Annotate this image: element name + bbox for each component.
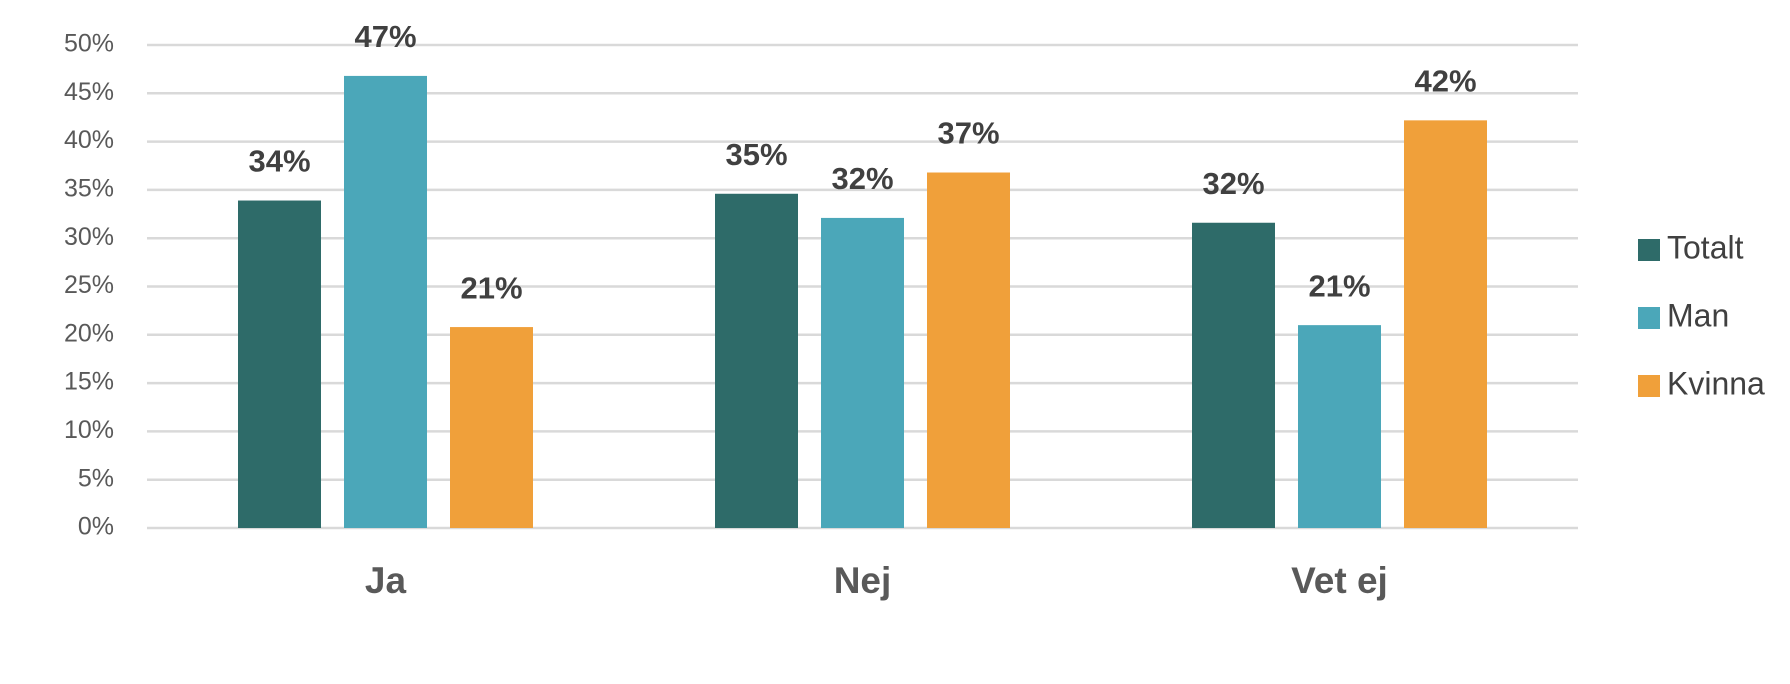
data-label: 32% <box>831 161 893 196</box>
y-tick-label: 10% <box>64 416 114 444</box>
y-tick-label: 25% <box>64 271 114 299</box>
data-label: 34% <box>248 144 310 179</box>
y-tick-label: 0% <box>78 513 114 541</box>
data-label: 47% <box>354 19 416 54</box>
bar <box>344 75 427 529</box>
legend-label: Man <box>1667 297 1729 333</box>
legend-label: Kvinna <box>1667 365 1765 401</box>
legend-label: Totalt <box>1667 229 1744 265</box>
bar <box>821 217 904 528</box>
data-label: 21% <box>1308 268 1370 303</box>
bar <box>450 327 533 528</box>
data-label: 32% <box>1202 166 1264 201</box>
legend-swatch <box>1638 239 1660 261</box>
y-tick-label: 50% <box>64 30 114 58</box>
legend-swatch <box>1638 375 1660 397</box>
y-tick-label: 15% <box>64 368 114 396</box>
bar <box>927 172 1010 528</box>
bar <box>238 200 321 528</box>
bar <box>1404 120 1487 529</box>
bar <box>1298 325 1381 528</box>
y-tick-label: 35% <box>64 175 114 203</box>
y-tick-label: 30% <box>64 223 114 251</box>
data-label: 37% <box>937 116 999 151</box>
data-label: 42% <box>1414 64 1476 99</box>
data-label: 21% <box>460 270 522 305</box>
y-tick-label: 5% <box>78 464 114 492</box>
legend-swatch <box>1638 307 1660 329</box>
y-tick-label: 20% <box>64 319 114 347</box>
data-label: 35% <box>725 137 787 172</box>
bar <box>715 193 798 529</box>
x-tick-label: Nej <box>834 560 892 601</box>
x-tick-label: Ja <box>365 560 407 601</box>
x-tick-label: Vet ej <box>1291 560 1388 601</box>
y-tick-label: 45% <box>64 78 114 106</box>
y-tick-label: 40% <box>64 126 114 154</box>
bar <box>1192 222 1275 528</box>
